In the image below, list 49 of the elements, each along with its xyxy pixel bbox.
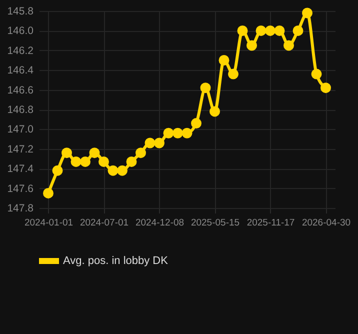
point xyxy=(302,8,312,18)
point xyxy=(284,40,294,51)
x-tick-label: 2024-01-01 xyxy=(24,218,74,228)
x-tick-label: 2025-11-17 xyxy=(246,218,295,228)
point xyxy=(320,82,331,94)
y-tick-label: 146.8 xyxy=(7,104,34,116)
point xyxy=(182,128,192,138)
point xyxy=(237,25,248,36)
y-tick-label: 146.2 xyxy=(7,44,34,57)
point xyxy=(62,148,72,158)
y-tick-label: 147.4 xyxy=(7,163,34,176)
y-tick-label: 147.6 xyxy=(7,182,34,195)
y-tick-label: 147.8 xyxy=(7,202,34,214)
y-tick-label: 145.8 xyxy=(7,6,34,18)
point xyxy=(43,188,54,198)
point xyxy=(311,68,322,80)
point xyxy=(144,138,156,148)
x-tick-label: 2024-12-08 xyxy=(135,218,184,228)
point xyxy=(200,82,211,94)
point xyxy=(89,148,100,158)
legend-label: Avg. pos. in lobby DK xyxy=(63,255,169,267)
point xyxy=(228,68,238,80)
point xyxy=(274,25,285,36)
point xyxy=(265,25,276,36)
point xyxy=(80,156,90,167)
y-tick-label: 146.6 xyxy=(7,84,34,96)
point xyxy=(98,156,109,167)
point xyxy=(246,40,257,51)
point xyxy=(108,165,118,176)
point xyxy=(172,128,183,138)
point xyxy=(218,55,230,66)
point xyxy=(126,156,137,167)
point xyxy=(70,156,82,167)
y-tick-label: 147.0 xyxy=(7,124,34,136)
y-tick-label: 146.4 xyxy=(7,64,34,77)
point xyxy=(292,25,304,36)
point xyxy=(136,148,146,158)
point xyxy=(52,165,63,176)
x-tick-label: 2025-05-15 xyxy=(190,218,240,228)
y-tick-label: 146.0 xyxy=(7,25,34,38)
point xyxy=(117,165,128,176)
point xyxy=(191,118,202,129)
point xyxy=(163,128,174,138)
x-tick-label: 2024-07-01 xyxy=(80,218,129,228)
point xyxy=(210,106,220,117)
y-tick-label: 147.2 xyxy=(7,143,34,156)
x-tick-label: 2026-04-30 xyxy=(302,218,351,228)
point xyxy=(154,138,164,148)
point xyxy=(256,25,266,36)
